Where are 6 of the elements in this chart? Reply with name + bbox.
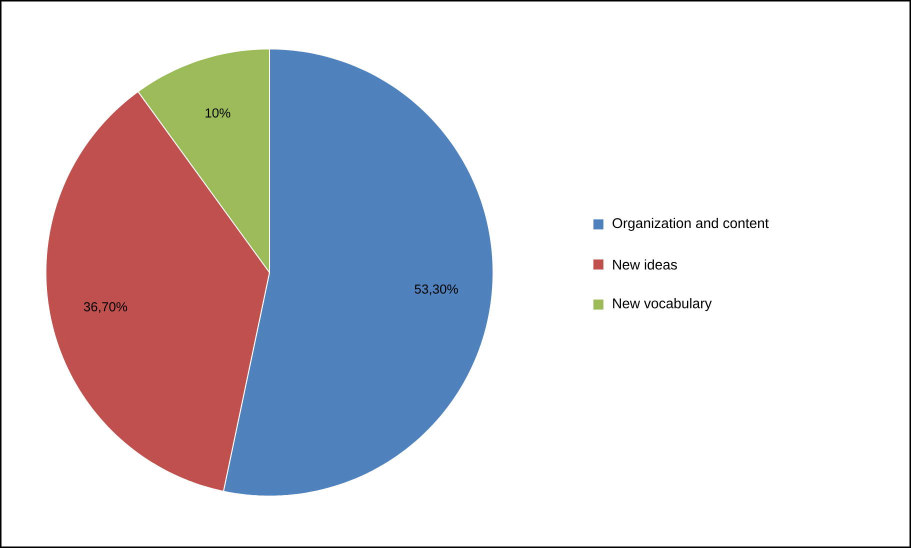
data-label: 53,30% bbox=[414, 284, 458, 296]
data-label: 10% bbox=[206, 108, 230, 118]
legend-label: New vocabulary bbox=[613, 298, 712, 312]
legend-label: Organization and content bbox=[612, 218, 769, 231]
legend-label: New ideas bbox=[613, 259, 677, 270]
data-label: 36,70% bbox=[84, 302, 128, 313]
